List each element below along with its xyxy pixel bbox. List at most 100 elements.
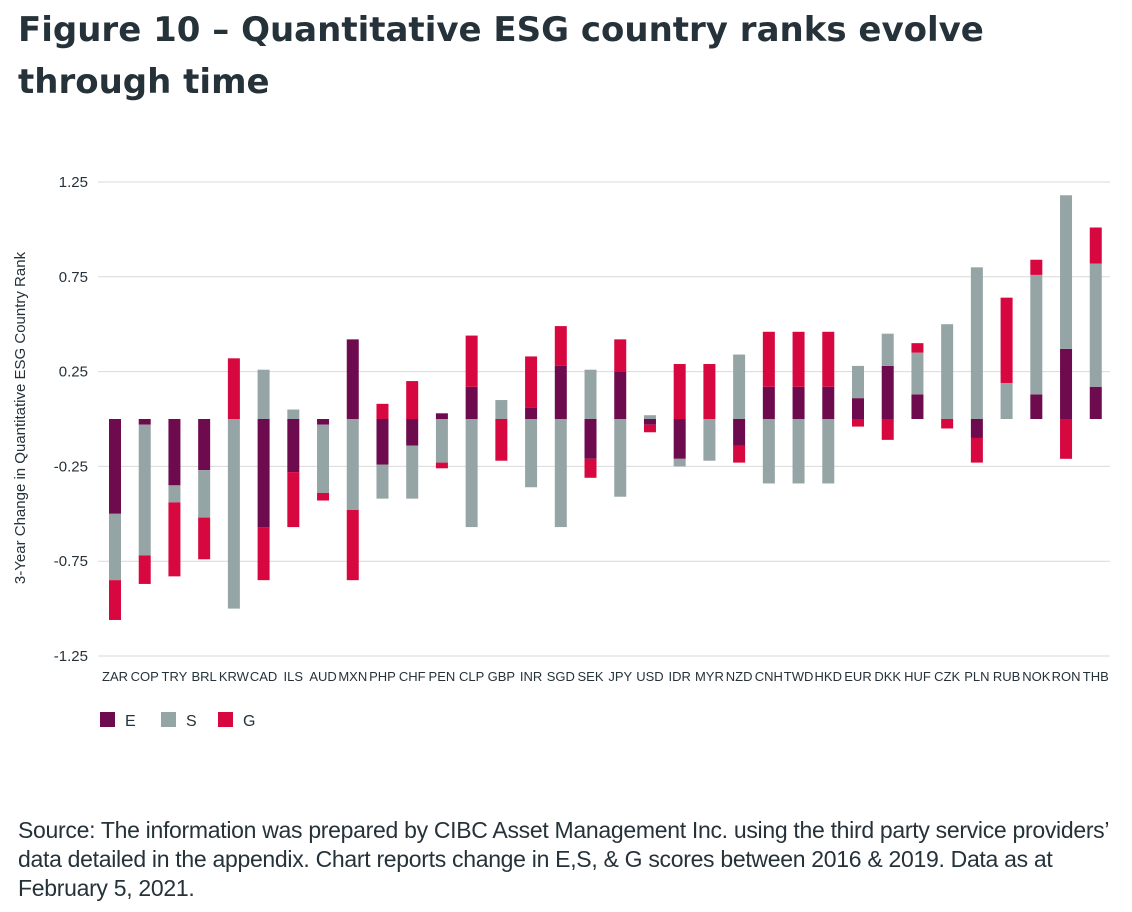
bar-krw-s xyxy=(227,419,240,609)
x-tick-label: JPY xyxy=(608,669,632,684)
bar-sgd-g xyxy=(554,326,567,366)
bar-cnh-e xyxy=(762,386,775,419)
bar-inr-g xyxy=(525,356,538,408)
bar-thb-s xyxy=(1089,263,1102,387)
bar-rub-s xyxy=(1000,382,1013,419)
bar-pen-g xyxy=(435,462,448,469)
bar-brl-g xyxy=(198,517,211,560)
bar-pln-g xyxy=(970,437,983,463)
y-tick-label: -0.75 xyxy=(54,553,88,570)
bar-gbp-g xyxy=(495,419,508,461)
bar-myr-g xyxy=(703,364,716,419)
x-tick-label: PLN xyxy=(964,669,989,684)
bar-nok-e xyxy=(1030,394,1043,419)
x-tick-label: GBP xyxy=(488,669,515,684)
bar-try-s xyxy=(168,485,181,503)
legend-label-e: E xyxy=(125,713,136,730)
bar-cnh-g xyxy=(762,331,775,387)
bar-huf-g xyxy=(911,343,924,353)
bar-eur-g xyxy=(852,419,864,427)
y-tick-label: -1.25 xyxy=(54,648,88,665)
bar-jpy-s xyxy=(614,419,627,497)
bar-ron-g xyxy=(1060,419,1073,459)
bar-usd-s xyxy=(643,415,656,419)
y-axis-ticks: 1.25 0.75 0.25 -0.25 -0.75 -1.25 xyxy=(54,174,88,665)
bar-aud-e xyxy=(317,419,330,425)
x-tick-label: NZD xyxy=(726,669,753,684)
y-tick-label: 1.25 xyxy=(59,174,88,191)
bar-hkd-s xyxy=(822,419,835,484)
stacked-bar-chart: 1.25 0.75 0.25 -0.25 -0.75 -1.25 3-Year Chang… xyxy=(12,174,1110,730)
bar-cad-s xyxy=(257,369,270,419)
bar-mxn-e xyxy=(346,339,359,419)
bar-cop-e xyxy=(138,419,151,425)
bar-cad-e xyxy=(257,419,270,528)
bar-zar-s xyxy=(109,513,121,581)
bar-php-g xyxy=(376,403,389,419)
bar-twd-e xyxy=(792,386,805,419)
x-tick-label: HKD xyxy=(815,669,842,684)
bar-myr-s xyxy=(703,419,716,461)
bar-brl-e xyxy=(198,419,211,471)
bar-mxn-s xyxy=(346,419,359,511)
bar-inr-e xyxy=(525,407,538,419)
bar-ils-g xyxy=(287,472,300,528)
x-tick-label: NOK xyxy=(1022,669,1051,684)
x-tick-label: TWD xyxy=(784,669,814,684)
bar-ils-e xyxy=(287,419,300,473)
bar-hkd-g xyxy=(822,331,835,387)
bar-sek-g xyxy=(584,458,597,478)
x-tick-label: CHF xyxy=(399,669,426,684)
source-note: Source: The information was prepared by … xyxy=(18,817,1109,901)
bar-nzd-g xyxy=(733,445,746,463)
x-tick-label: INR xyxy=(520,669,542,684)
bar-pen-s xyxy=(435,419,448,463)
bar-zar-g xyxy=(109,580,121,620)
legend-swatch-e xyxy=(100,712,115,727)
legend-swatch-s xyxy=(161,712,176,727)
x-tick-label: SEK xyxy=(578,669,604,684)
legend-label-s: S xyxy=(186,713,197,730)
bar-pln-s xyxy=(970,267,983,419)
x-tick-label: MYR xyxy=(695,669,724,684)
bar-nok-s xyxy=(1030,274,1043,395)
bar-ron-s xyxy=(1060,195,1073,349)
x-tick-label: RON xyxy=(1052,669,1081,684)
x-tick-label: TRY xyxy=(162,669,188,684)
x-tick-label: DKK xyxy=(874,669,901,684)
bar-twd-g xyxy=(792,331,805,387)
x-tick-label: PEN xyxy=(429,669,456,684)
bar-thb-g xyxy=(1089,227,1102,264)
x-tick-label: KRW xyxy=(219,669,250,684)
bar-sgd-e xyxy=(554,365,567,419)
y-tick-label: -0.25 xyxy=(54,458,88,475)
legend-swatch-g xyxy=(218,712,233,727)
bar-dkk-g xyxy=(881,419,894,440)
bar-try-e xyxy=(168,419,181,486)
chart-title: Figure 10 – Quantitative ESG country ran… xyxy=(18,10,984,102)
bar-idr-g xyxy=(673,364,686,419)
bars xyxy=(109,195,1102,620)
bar-clp-e xyxy=(465,386,478,419)
legend-label-g: G xyxy=(243,713,255,730)
x-tick-label: IDR xyxy=(668,669,690,684)
y-axis-label: 3-Year Change in Quantitative ESG Countr… xyxy=(12,251,29,584)
x-tick-label: USD xyxy=(636,669,663,684)
x-tick-label: EUR xyxy=(844,669,871,684)
bar-sek-s xyxy=(584,369,597,419)
bar-chf-e xyxy=(406,419,419,446)
x-tick-label: CAD xyxy=(250,669,277,684)
bar-twd-s xyxy=(792,419,805,484)
x-tick-label: CZK xyxy=(934,669,960,684)
bar-huf-s xyxy=(911,352,924,395)
bar-eur-s xyxy=(852,365,864,399)
bar-nzd-e xyxy=(733,419,746,446)
bar-inr-s xyxy=(525,419,538,488)
x-tick-label: CLP xyxy=(459,669,484,684)
x-tick-label: PHP xyxy=(369,669,396,684)
bar-sgd-s xyxy=(554,419,567,528)
bar-try-g xyxy=(168,502,181,577)
bar-chf-g xyxy=(406,381,419,419)
y-tick-label: 0.75 xyxy=(59,269,88,286)
